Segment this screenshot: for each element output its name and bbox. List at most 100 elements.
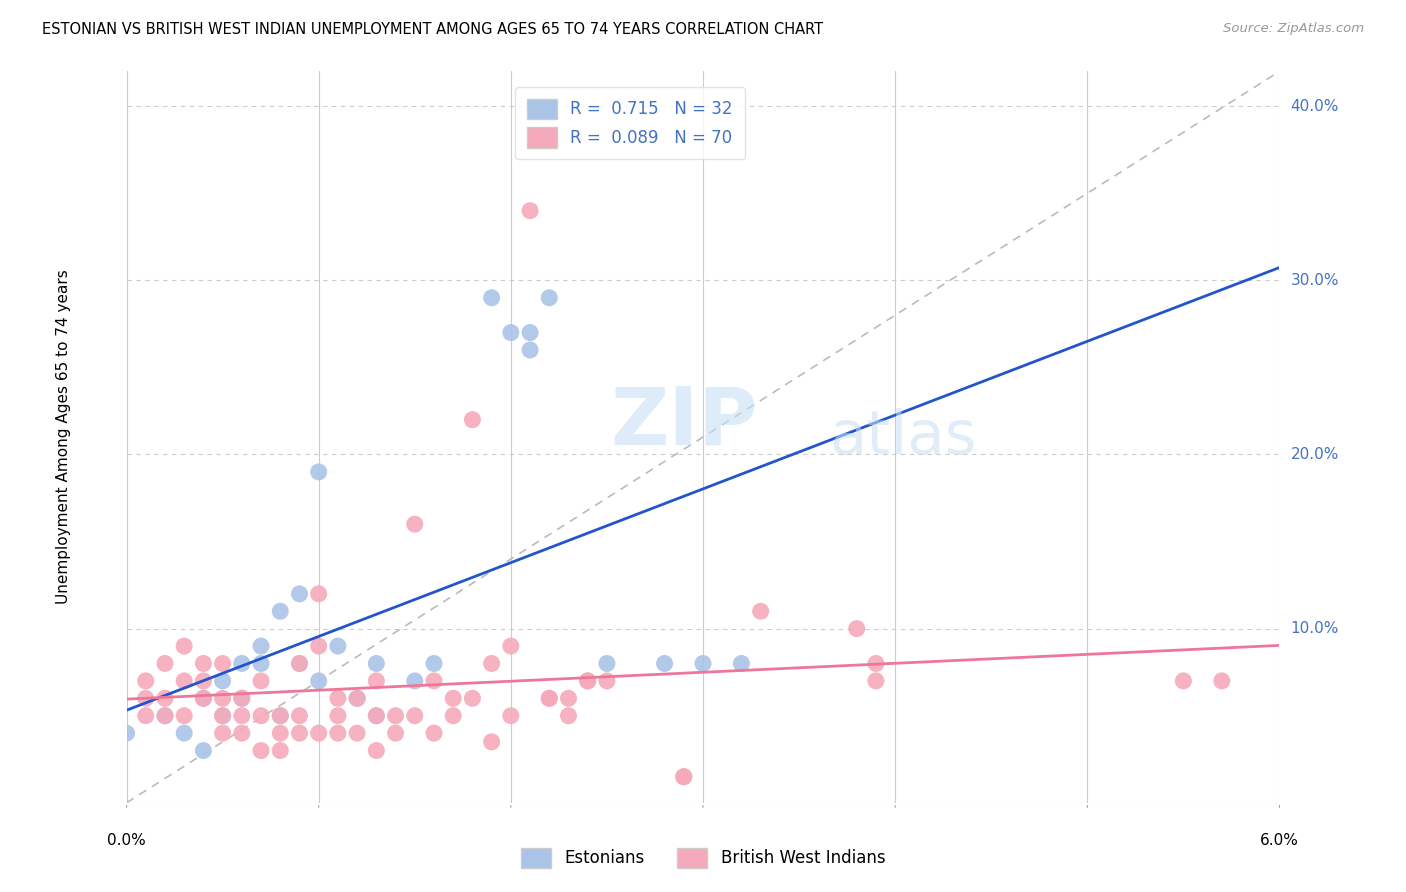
Text: ESTONIAN VS BRITISH WEST INDIAN UNEMPLOYMENT AMONG AGES 65 TO 74 YEARS CORRELATI: ESTONIAN VS BRITISH WEST INDIAN UNEMPLOY… — [42, 22, 824, 37]
Point — [211, 691, 233, 706]
Point — [173, 673, 195, 688]
Point — [404, 517, 426, 532]
Point — [366, 673, 388, 688]
Point — [193, 673, 215, 688]
Legend: Estonians, British West Indians: Estonians, British West Indians — [515, 841, 891, 875]
Point — [173, 726, 195, 740]
Point — [423, 657, 446, 671]
Point — [538, 691, 561, 706]
Point — [250, 639, 273, 653]
Point — [173, 708, 195, 723]
Point — [250, 657, 273, 671]
Point — [692, 657, 714, 671]
Point — [250, 743, 273, 757]
Point — [231, 657, 253, 671]
Point — [481, 657, 503, 671]
Text: 10.0%: 10.0% — [1291, 621, 1339, 636]
Point — [193, 743, 215, 757]
Point — [153, 657, 176, 671]
Point — [366, 743, 388, 757]
Point — [308, 673, 330, 688]
Point — [499, 326, 522, 340]
Text: ZIP: ZIP — [610, 384, 758, 461]
Point — [423, 673, 446, 688]
Point — [366, 657, 388, 671]
Point — [231, 708, 253, 723]
Point — [153, 708, 176, 723]
Point — [250, 673, 273, 688]
Point — [135, 673, 157, 688]
Point — [153, 691, 176, 706]
Point — [269, 743, 291, 757]
Point — [308, 639, 330, 653]
Point — [384, 726, 406, 740]
Point — [557, 691, 579, 706]
Point — [519, 343, 541, 357]
Point — [557, 708, 579, 723]
Text: 30.0%: 30.0% — [1291, 273, 1339, 288]
Text: 6.0%: 6.0% — [1260, 833, 1299, 848]
Point — [211, 726, 233, 740]
Point — [326, 691, 349, 706]
Point — [596, 657, 619, 671]
Point — [404, 708, 426, 723]
Point — [269, 604, 291, 618]
Point — [346, 726, 368, 740]
Point — [441, 708, 464, 723]
Point — [730, 657, 752, 671]
Point — [153, 708, 176, 723]
Point — [672, 770, 695, 784]
Point — [231, 726, 253, 740]
Point — [269, 708, 291, 723]
Point — [269, 726, 291, 740]
Point — [481, 735, 503, 749]
Point — [211, 708, 233, 723]
Point — [441, 691, 464, 706]
Point — [384, 708, 406, 723]
Point — [193, 691, 215, 706]
Point — [519, 203, 541, 218]
Point — [193, 657, 215, 671]
Point — [538, 291, 561, 305]
Point — [308, 726, 330, 740]
Point — [326, 639, 349, 653]
Text: 20.0%: 20.0% — [1291, 447, 1339, 462]
Point — [135, 708, 157, 723]
Point — [654, 657, 676, 671]
Point — [865, 657, 887, 671]
Point — [366, 708, 388, 723]
Point — [288, 657, 311, 671]
Point — [576, 673, 599, 688]
Point — [288, 587, 311, 601]
Point — [461, 691, 484, 706]
Point — [481, 291, 503, 305]
Point — [423, 726, 446, 740]
Point — [499, 708, 522, 723]
Point — [250, 708, 273, 723]
Point — [576, 673, 599, 688]
Point — [404, 673, 426, 688]
Point — [865, 673, 887, 688]
Point — [211, 657, 233, 671]
Point — [288, 657, 311, 671]
Point — [366, 708, 388, 723]
Legend: R =  0.715   N = 32, R =  0.089   N = 70: R = 0.715 N = 32, R = 0.089 N = 70 — [516, 87, 745, 160]
Point — [326, 708, 349, 723]
Point — [749, 604, 772, 618]
Point — [596, 673, 619, 688]
Text: Unemployment Among Ages 65 to 74 years: Unemployment Among Ages 65 to 74 years — [56, 269, 70, 605]
Text: 40.0%: 40.0% — [1291, 99, 1339, 113]
Point — [288, 708, 311, 723]
Point — [115, 726, 138, 740]
Point — [173, 639, 195, 653]
Point — [461, 412, 484, 426]
Point — [231, 691, 253, 706]
Point — [211, 708, 233, 723]
Point — [308, 587, 330, 601]
Point — [135, 691, 157, 706]
Point — [499, 639, 522, 653]
Text: Source: ZipAtlas.com: Source: ZipAtlas.com — [1223, 22, 1364, 36]
Point — [845, 622, 868, 636]
Point — [1211, 673, 1233, 688]
Point — [538, 691, 561, 706]
